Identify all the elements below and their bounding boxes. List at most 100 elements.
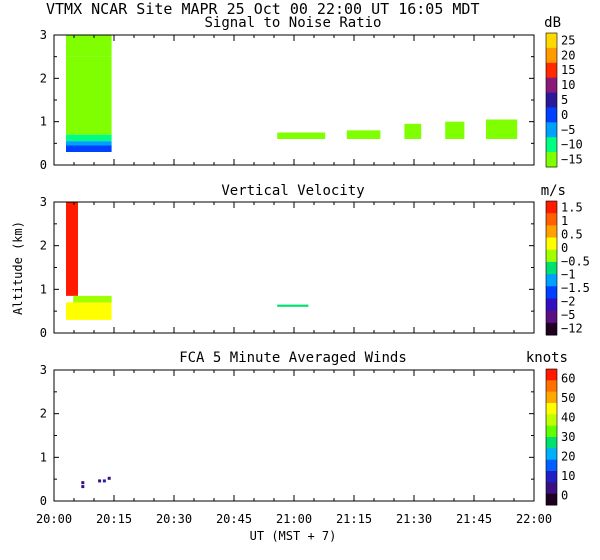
colorbar-swatch xyxy=(546,92,557,108)
colorbar-swatch xyxy=(546,77,557,94)
x-tick-label: 20:30 xyxy=(156,512,192,526)
colorbar-label: 15 xyxy=(561,63,575,77)
y-tick-label: 0 xyxy=(40,494,47,508)
data-cell xyxy=(66,202,78,296)
data-cell xyxy=(66,141,112,146)
wind-point xyxy=(98,479,102,483)
colorbar-label: 0.5 xyxy=(561,228,583,242)
plot-frame xyxy=(53,201,535,334)
y-tick-label: 3 xyxy=(40,195,47,209)
colorbar-label: 0 xyxy=(561,241,568,255)
y-tick-label: 1 xyxy=(40,115,47,129)
wind-point xyxy=(81,481,85,485)
x-tick-label: 21:30 xyxy=(396,512,432,526)
panel-title-winds: FCA 5 Minute Averaged Winds xyxy=(179,350,407,366)
colorbar-swatch xyxy=(546,391,557,404)
y-tick-label: 1 xyxy=(40,282,47,296)
colorbar-label: 20 xyxy=(561,449,575,463)
data-cell xyxy=(445,121,465,139)
colorbar-label: 0 xyxy=(561,108,568,122)
y-tick-label: 3 xyxy=(40,363,47,377)
data-cell xyxy=(66,302,112,320)
colorbar-label: −2 xyxy=(561,295,575,309)
colorbar-label: −10 xyxy=(561,138,583,152)
colorbar-2: 60 50 40 30 20 10 0 xyxy=(545,368,575,506)
colorbar-swatch xyxy=(546,274,557,287)
colorbar-swatch xyxy=(546,249,557,263)
panel-winds: FCA 5 Minute Averaged Winds knots xyxy=(179,350,568,366)
colorbar-swatch xyxy=(546,482,557,495)
data-cell xyxy=(66,134,112,142)
colorbar-swatch xyxy=(546,493,557,506)
y-tick-label: 2 xyxy=(40,239,47,253)
plot-area-1: 0 1 2 3 xyxy=(40,195,535,340)
colorbar-label: 20 xyxy=(561,48,575,62)
data-cell xyxy=(66,56,112,135)
colorbar-swatch xyxy=(546,152,557,168)
y-tick-label: 2 xyxy=(40,407,47,421)
colorbar-swatch xyxy=(546,459,557,472)
colorbar-swatch xyxy=(546,380,557,393)
colorbar-label: 60 xyxy=(561,372,575,386)
colorbar-swatch xyxy=(546,286,557,299)
colorbar-frame xyxy=(545,368,558,506)
colorbar-swatch xyxy=(546,213,557,226)
colorbar-label: 0 xyxy=(561,488,568,502)
y-tick-label: 2 xyxy=(40,71,47,85)
colorbar-swatch xyxy=(546,310,557,324)
colorbar-swatch xyxy=(546,225,557,239)
colorbar-swatch xyxy=(546,425,557,438)
y-tick-label: 0 xyxy=(40,326,47,340)
data-cell xyxy=(277,132,326,139)
colorbar-swatch xyxy=(546,201,557,214)
colorbar-swatch xyxy=(546,414,557,427)
data-cell xyxy=(486,119,518,139)
colorbar-label: 50 xyxy=(561,391,575,405)
panel-snr: Signal to Noise Ratio dB xyxy=(204,15,561,31)
colorbar-frame xyxy=(545,200,558,336)
y-tick-label: 0 xyxy=(40,158,47,172)
colorbar-label: 10 xyxy=(561,469,575,483)
colorbar-swatch xyxy=(546,471,557,483)
plot-area-2: 0 1 2 3 xyxy=(40,363,535,508)
colorbar-swatch xyxy=(546,322,557,336)
colorbar-swatch xyxy=(546,448,557,461)
data-cell xyxy=(66,145,112,152)
data-cell xyxy=(346,130,381,139)
x-tick-label: 20:15 xyxy=(96,512,132,526)
colorbar-swatch xyxy=(546,237,557,251)
colorbar-swatch xyxy=(546,298,557,312)
panel-vertical-velocity: Vertical Velocity m/s xyxy=(221,183,566,199)
colorbar-label: −1 xyxy=(561,268,575,282)
data-cell xyxy=(404,123,422,139)
colorbar-swatch xyxy=(546,33,557,49)
data-cell xyxy=(66,35,112,57)
colorbar-frame xyxy=(545,32,558,168)
data-cell xyxy=(277,304,309,307)
colorbar-label: −12 xyxy=(561,321,583,335)
colorbar-swatch xyxy=(546,47,557,64)
y-tick-label: 3 xyxy=(40,28,47,42)
figure-title: VTMX NCAR Site MAPR 25 Oct 00 22:00 UT 1… xyxy=(46,0,479,18)
wind-point xyxy=(81,485,85,489)
colorbar-label: −5 xyxy=(561,308,575,322)
x-tick-label: 20:00 xyxy=(36,512,72,526)
colorbar-label: 10 xyxy=(561,78,575,92)
colorbar-label: −5 xyxy=(561,123,575,137)
colorbar-label: 30 xyxy=(561,430,575,444)
colorbar-units-winds: knots xyxy=(526,350,568,366)
colorbar-swatch xyxy=(546,122,557,138)
colorbar-label: 1 xyxy=(561,214,568,228)
plot-frame xyxy=(53,34,535,166)
colorbar-swatch xyxy=(546,261,557,275)
colorbar-label: 40 xyxy=(561,411,575,425)
colorbar-swatch xyxy=(546,437,557,449)
colorbar-swatch xyxy=(546,403,557,415)
panel-title-vv: Vertical Velocity xyxy=(221,183,364,199)
x-tick-label: 21:15 xyxy=(336,512,372,526)
colorbar-label: −15 xyxy=(561,153,583,167)
colorbar-label: 1.5 xyxy=(561,201,583,215)
colorbar-units-snr: dB xyxy=(544,15,561,31)
colorbar-label: 5 xyxy=(561,93,568,107)
